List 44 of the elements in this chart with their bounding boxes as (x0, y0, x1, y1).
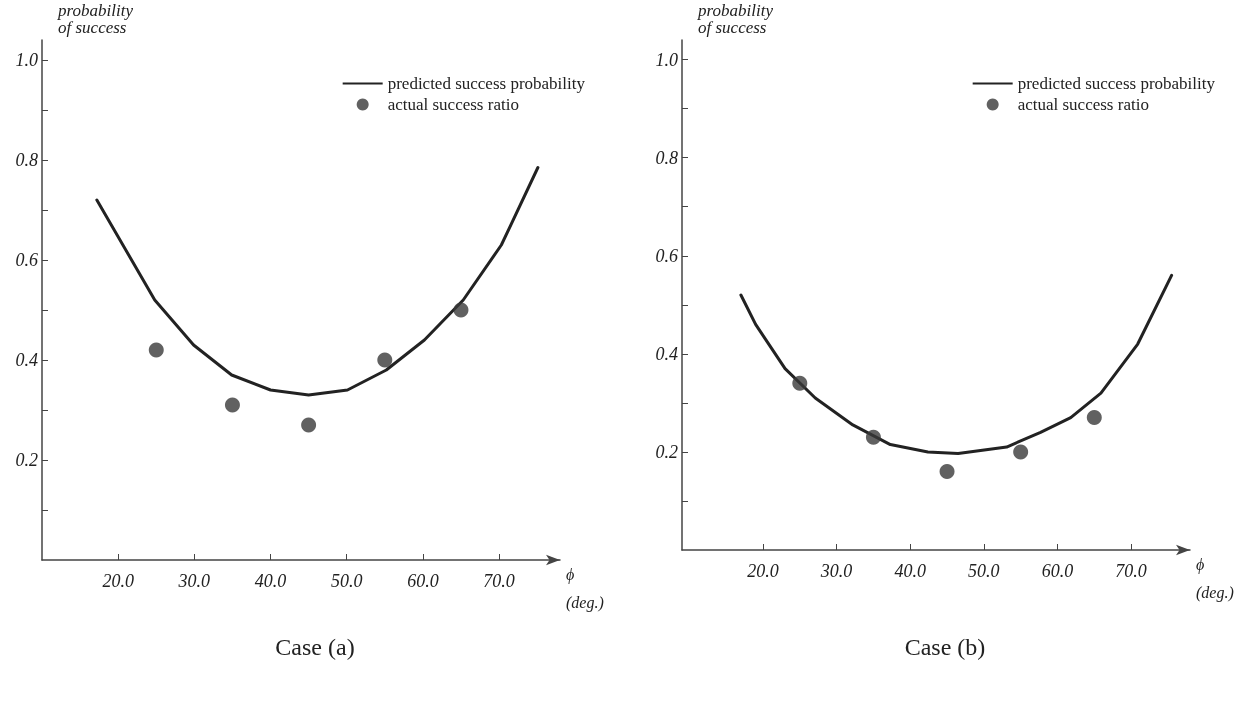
x-tick-label: 40.0 (254, 571, 287, 591)
x-tick-label: 40.0 (894, 561, 926, 581)
point (377, 352, 393, 368)
x-tick-label: 30.0 (819, 561, 853, 581)
point (301, 417, 317, 433)
point (453, 302, 469, 318)
x-tick-label: 20.0 (102, 571, 134, 591)
text: Case (b) (904, 634, 986, 660)
x-tick-label: 50.0 (968, 561, 1000, 581)
x-tick-label: 60.0 (1041, 561, 1074, 581)
point (1013, 444, 1029, 460)
y-tick-label: 0.8 (655, 147, 678, 168)
point (148, 342, 164, 358)
point (865, 429, 881, 445)
y-tick-label: 0.4 (655, 343, 678, 364)
legend-label: actual success ratio (387, 95, 519, 114)
x-tick-label: 70.0 (1115, 561, 1147, 581)
point (224, 397, 240, 413)
legend-label: predicted success probability (1017, 74, 1216, 93)
y-tick-label: 1.0 (15, 50, 38, 70)
legend-label: predicted success probability (387, 74, 586, 93)
y-tick-label: 0.6 (655, 245, 678, 266)
y-tick-label: 0.2 (15, 450, 38, 470)
x-tick-label: 60.0 (407, 571, 439, 591)
text: Case (a) (275, 634, 355, 660)
y-tick-label: 0.8 (15, 150, 38, 170)
y-axis-title: probability of success (57, 1, 134, 37)
line-series (95, 166, 540, 397)
y-tick-label: 1.0 (655, 49, 678, 70)
point (939, 464, 955, 480)
y-tick-label: 0.2 (655, 441, 678, 462)
x-tick-label: 50.0 (330, 571, 363, 591)
x-tick-label: 70.0 (483, 571, 515, 591)
point (792, 375, 808, 391)
legend-label: actual success ratio (1017, 95, 1149, 114)
y-tick-label: 0.4 (15, 350, 38, 370)
x-tick-label: 30.0 (177, 571, 211, 591)
x-axis-title: ϕ (deg.) (1196, 555, 1234, 602)
point (1086, 410, 1102, 426)
y-axis-title: probability of success (697, 1, 774, 37)
x-tick-label: 20.0 (747, 561, 779, 581)
line-series (739, 273, 1174, 455)
x-axis-title: ϕ (deg.) (566, 565, 604, 612)
y-tick-label: 0.6 (15, 250, 38, 270)
